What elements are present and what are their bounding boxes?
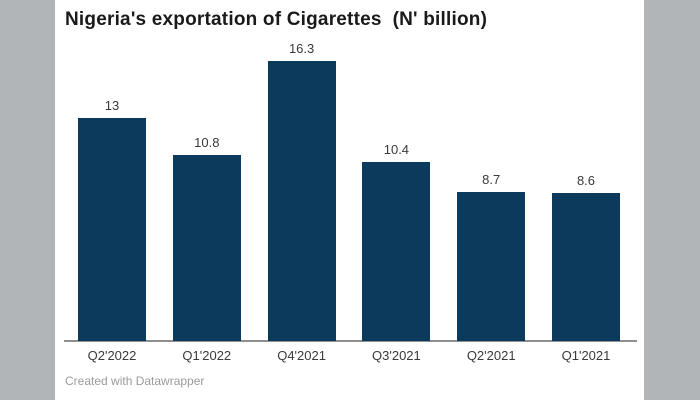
x-axis-label: Q3'2021	[372, 348, 421, 363]
bar	[172, 155, 241, 341]
bar-value-label: 10.4	[383, 142, 410, 157]
bar-value-label: 8.6	[576, 173, 596, 188]
bar-value-label: 16.3	[288, 41, 315, 56]
x-axis-label: Q2'2021	[466, 348, 516, 363]
x-axis-line	[64, 340, 637, 342]
chart-panel: Nigeria's exportation of Cigarettes (N' …	[55, 0, 644, 400]
x-axis-label: Q4'2021	[277, 348, 326, 363]
bar-value-label: 13	[104, 98, 120, 113]
bar	[267, 61, 336, 341]
attribution-link[interactable]: Created with Datawrapper	[65, 374, 205, 388]
x-axis-label: Q1'2022	[182, 348, 232, 363]
chart-title: Nigeria's exportation of Cigarettes (N' …	[65, 9, 488, 30]
x-axis-label: Q2'2022	[87, 348, 137, 363]
bar	[552, 193, 620, 341]
bar-value-label: 8.7	[482, 172, 501, 187]
bar	[457, 192, 526, 341]
x-axis-label: Q1'2021	[561, 348, 611, 363]
right-gray-panel	[644, 0, 700, 400]
left-gray-panel	[0, 0, 55, 400]
bar	[78, 118, 146, 341]
bar	[362, 162, 431, 341]
bar-chart: 13 Q2'2022 10.8 Q1'2022 16.3 Q4'2021 10.4 Q3'20…	[55, 0, 644, 400]
bar-value-label: 10.8	[194, 135, 220, 150]
